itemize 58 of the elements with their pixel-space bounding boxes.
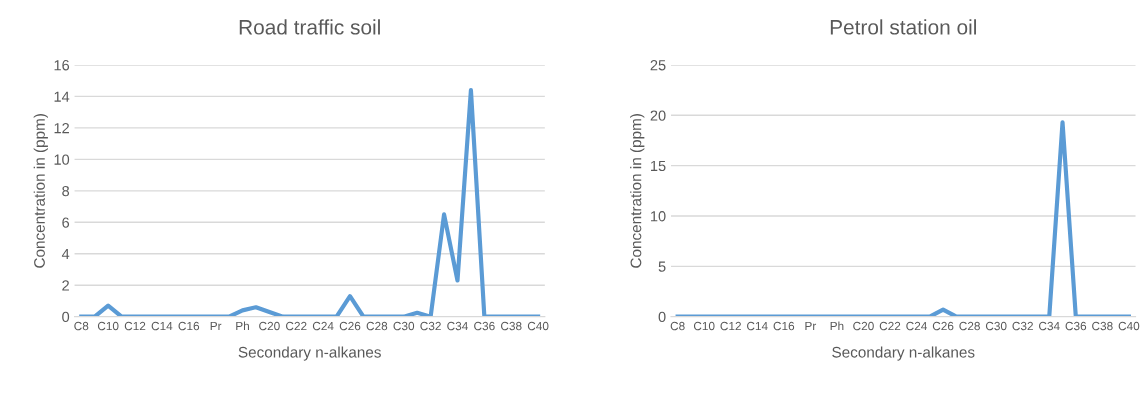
y-tick-label: 10 bbox=[54, 154, 70, 165]
y-tick-label: 2 bbox=[62, 280, 69, 291]
line-series bbox=[79, 88, 541, 317]
y-tick-label: 0 bbox=[658, 311, 666, 323]
x-tick-label: C22 bbox=[879, 321, 901, 331]
x-tick-label: Pr bbox=[805, 321, 817, 331]
y-axis-title: Concentration in (ppm) bbox=[33, 114, 48, 268]
x-tick-label: C30 bbox=[985, 321, 1007, 331]
x-tick-label: C26 bbox=[932, 321, 954, 331]
x-tick-label: C38 bbox=[501, 321, 522, 331]
x-axis-title: Secondary n-alkanes bbox=[238, 346, 381, 361]
x-tick-label: C28 bbox=[366, 321, 388, 331]
y-tick-label: 14 bbox=[54, 91, 70, 102]
x-tick-label: C20 bbox=[259, 321, 280, 331]
x-tick-label: C8 bbox=[74, 321, 89, 331]
x-tick-label: C14 bbox=[151, 321, 173, 331]
x-tick-label: C8 bbox=[670, 321, 685, 331]
x-tick-label: C36 bbox=[1065, 321, 1087, 331]
y-tick-label: 8 bbox=[62, 185, 70, 197]
x-tick-label: C16 bbox=[178, 321, 200, 331]
x-axis-title: Secondary n-alkanes bbox=[832, 346, 975, 361]
x-tick-label: C24 bbox=[312, 321, 334, 331]
x-tick-label: C38 bbox=[1092, 321, 1113, 331]
x-tick-label: C10 bbox=[693, 321, 715, 331]
x-tick-label: C32 bbox=[1012, 321, 1033, 331]
x-tick-label: C16 bbox=[773, 321, 795, 331]
x-tick-label: C12 bbox=[124, 321, 146, 331]
y-tick-label: 16 bbox=[54, 60, 70, 71]
y-tick-label: 12 bbox=[54, 122, 69, 134]
x-tick-label: C40 bbox=[527, 321, 549, 331]
x-tick-label: C34 bbox=[447, 321, 468, 331]
x-tick-label: C24 bbox=[906, 321, 928, 331]
y-tick-label: 5 bbox=[658, 261, 666, 272]
x-tick-label: C36 bbox=[474, 321, 495, 331]
y-tick-label: 25 bbox=[650, 60, 666, 71]
y-tick-label: 4 bbox=[61, 249, 70, 260]
x-tick-label: C26 bbox=[339, 321, 361, 331]
y-tick-label: 6 bbox=[62, 217, 70, 228]
x-tick-label: C22 bbox=[286, 321, 307, 331]
chart-title: Road traffic soil bbox=[239, 19, 380, 35]
x-tick-label: Pr bbox=[210, 321, 222, 331]
x-tick-label: C14 bbox=[747, 321, 768, 331]
y-tick-label: 0 bbox=[62, 311, 70, 323]
x-tick-label: C40 bbox=[1118, 321, 1140, 331]
chart-title: Petrol station oil bbox=[830, 19, 976, 35]
y-axis-title: Concentration in (ppm) bbox=[630, 114, 645, 268]
x-tick-label: C34 bbox=[1039, 321, 1060, 331]
x-tick-label: Ph bbox=[236, 321, 249, 331]
x-tick-label: C10 bbox=[97, 321, 119, 331]
x-tick-label: C30 bbox=[393, 321, 415, 331]
y-tick-label: 20 bbox=[650, 110, 666, 121]
x-tick-label: C12 bbox=[720, 321, 741, 331]
x-tick-label: C20 bbox=[853, 321, 874, 331]
x-tick-label: C32 bbox=[420, 321, 441, 331]
y-tick-label: 15 bbox=[651, 160, 666, 172]
x-tick-label: Ph bbox=[830, 321, 844, 331]
y-tick-label: 10 bbox=[651, 211, 666, 222]
x-tick-label: C28 bbox=[959, 321, 980, 331]
